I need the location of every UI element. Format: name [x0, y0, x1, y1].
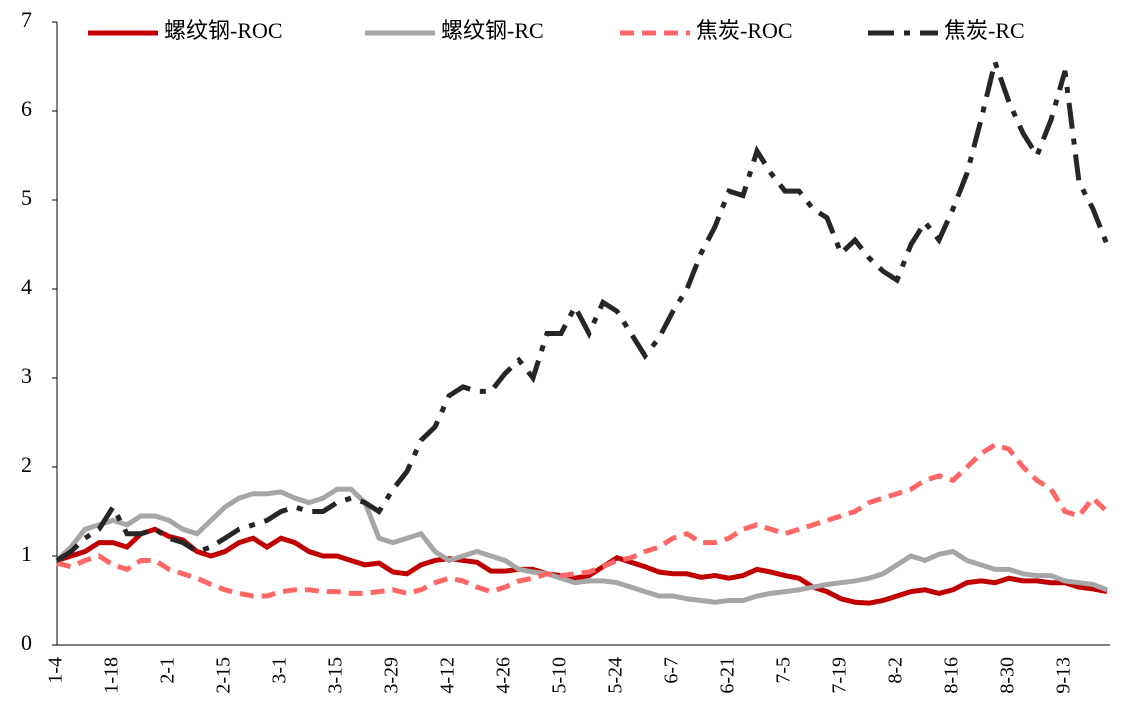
x-tick-label: 5-24	[605, 657, 627, 694]
series-line	[55, 53, 1110, 563]
x-tick-label: 6-21	[717, 657, 739, 694]
y-tick-label: 7	[21, 7, 32, 32]
legend-item: 螺纹钢-ROC	[88, 18, 283, 43]
x-tick-label: 2-15	[213, 657, 235, 694]
x-tick-label: 8-2	[885, 657, 907, 684]
y-tick-label: 0	[21, 630, 32, 655]
legend-label: 螺纹钢-ROC	[164, 18, 283, 43]
legend-item: 焦炭-RC	[868, 18, 1025, 43]
legend-label: 焦炭-RC	[944, 18, 1025, 43]
y-tick-label: 2	[21, 452, 32, 477]
x-tick-label: 1-18	[101, 657, 123, 694]
legend-label: 焦炭-ROC	[696, 18, 793, 43]
y-tick-label: 5	[21, 185, 32, 210]
legend-label: 螺纹钢-RC	[441, 18, 544, 43]
x-tick-label: 7-5	[773, 657, 795, 684]
series-line	[55, 486, 1108, 605]
x-tick-label: 8-30	[997, 657, 1019, 694]
x-tick-label: 4-12	[437, 657, 459, 694]
y-tick-label: 4	[21, 274, 32, 299]
y-tick-label: 6	[21, 96, 32, 121]
y-tick-label: 1	[21, 541, 32, 566]
x-tick-label: 9-13	[1053, 657, 1075, 694]
x-tick-label: 3-29	[381, 657, 403, 694]
x-tick-label: 6-7	[661, 657, 683, 684]
x-tick-label: 3-15	[325, 657, 347, 694]
x-tick-label: 7-19	[829, 657, 851, 694]
y-tick-label: 3	[21, 363, 32, 388]
series-line	[56, 442, 1109, 599]
x-tick-label: 8-16	[941, 657, 963, 694]
legend-item: 焦炭-ROC	[620, 18, 793, 43]
x-tick-label: 3-1	[269, 657, 291, 684]
legend-item: 螺纹钢-RC	[365, 18, 544, 43]
x-tick-label: 1-4	[45, 657, 67, 684]
x-tick-label: 4-26	[493, 657, 515, 694]
series-line	[56, 526, 1108, 606]
x-tick-label: 2-1	[157, 657, 179, 684]
x-tick-label: 5-10	[549, 657, 571, 694]
